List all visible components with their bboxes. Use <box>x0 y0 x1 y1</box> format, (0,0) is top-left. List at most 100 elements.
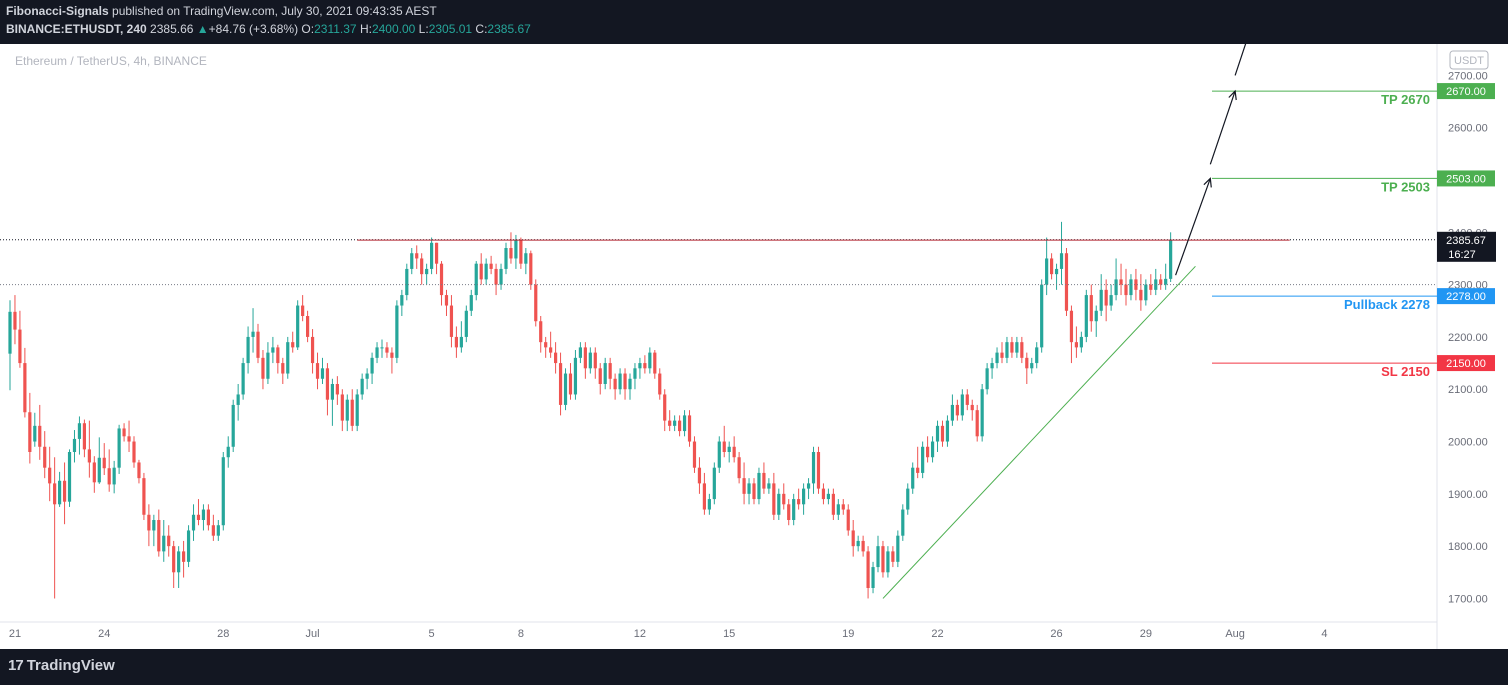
candle-body <box>797 499 801 505</box>
price-axis[interactable] <box>1437 44 1508 649</box>
price-chart[interactable]: Ethereum / TetherUS, 4h, BINANCE USDT 17… <box>0 44 1508 649</box>
level-price-tag-text: 2503.00 <box>1446 173 1486 185</box>
level-label: Pullback 2278 <box>1344 297 1430 312</box>
candle-body <box>117 428 121 468</box>
candle-body <box>1094 310 1098 322</box>
candle-body <box>301 305 305 316</box>
x-tick-label: 12 <box>634 628 646 640</box>
candle-body <box>995 352 999 364</box>
candle-body <box>18 329 22 364</box>
candle-body <box>534 284 538 322</box>
brand-name: TradingView <box>26 657 115 674</box>
candle-body <box>122 428 126 437</box>
candle-body <box>206 509 210 526</box>
candle-body <box>930 441 935 458</box>
candle-body <box>400 295 404 306</box>
candle-body <box>638 363 642 369</box>
candle-body <box>1099 289 1103 311</box>
candle-body <box>653 352 657 374</box>
candle-body <box>980 389 984 437</box>
candle-body <box>8 311 12 354</box>
currency-badge[interactable] <box>1449 50 1489 70</box>
x-tick-label: 8 <box>518 628 524 640</box>
candle-body <box>618 373 622 390</box>
candle-body <box>990 363 994 369</box>
candle-body <box>147 514 151 531</box>
candle-body <box>926 446 930 458</box>
price-change: +84.76 (+3.68%) <box>208 22 299 36</box>
candle-body <box>132 441 136 463</box>
candle-body <box>970 404 974 411</box>
candle-body <box>23 363 27 413</box>
candle-body <box>702 483 706 510</box>
candle-body <box>668 420 672 426</box>
candle-body <box>196 514 201 520</box>
candle-body <box>598 368 602 384</box>
candle-body <box>261 357 265 379</box>
candle-body <box>524 253 528 264</box>
candle-body <box>306 316 310 337</box>
candle-body <box>563 373 568 405</box>
candle-body <box>747 483 751 494</box>
x-tick-label: 5 <box>429 628 435 640</box>
candle-body <box>697 467 702 484</box>
candle-body <box>1104 289 1108 306</box>
candle-body <box>787 504 791 520</box>
candle-body <box>712 467 716 500</box>
candle-body <box>53 483 57 505</box>
candle-body <box>940 425 945 442</box>
candle-body <box>410 253 414 269</box>
x-tick-label: 4 <box>1321 628 1327 640</box>
candle-body <box>310 336 315 364</box>
candle-body <box>811 452 816 484</box>
candle-body <box>216 525 220 536</box>
candle-body <box>1164 278 1168 285</box>
candle-body <box>965 394 969 405</box>
candle-body <box>177 551 181 573</box>
high-value: 2400.00 <box>371 22 416 36</box>
candle-body <box>1134 279 1138 290</box>
candle-body <box>28 412 32 452</box>
level-price-tag <box>1437 83 1495 100</box>
projection-arrow <box>1209 90 1236 165</box>
candle-body <box>296 305 300 348</box>
candle-body <box>489 263 493 269</box>
candle-body <box>62 480 67 502</box>
candle-body <box>320 368 325 379</box>
candle-body <box>568 373 573 395</box>
level-label: TP 2503 <box>1381 179 1430 194</box>
candle-body <box>891 551 895 562</box>
tradingview-branding: 17 TradingView <box>8 657 115 674</box>
candle-body <box>1149 284 1153 290</box>
candle-body <box>1144 284 1148 301</box>
level-price-tag-text: 2278.00 <box>1446 291 1486 303</box>
candle-body <box>757 472 761 500</box>
candle-body <box>484 263 488 280</box>
candle-body <box>866 551 870 588</box>
trendline <box>882 265 1196 599</box>
published-text: published on TradingView.com, July 30, 2… <box>112 4 437 18</box>
candle-body <box>896 535 900 562</box>
candle-body <box>921 446 925 473</box>
candle-body <box>881 546 885 573</box>
candle-body <box>167 535 171 547</box>
current-price-tag[interactable] <box>1437 231 1496 262</box>
x-tick-label: 19 <box>842 628 854 640</box>
candle-body <box>271 347 275 353</box>
candle-body <box>72 438 77 452</box>
candle-body <box>539 321 543 343</box>
projection-arrow <box>1234 44 1247 76</box>
x-tick-label: 28 <box>217 628 229 640</box>
candle-body <box>623 373 627 390</box>
candle-body <box>48 467 52 484</box>
candle-body <box>886 551 890 573</box>
candle-body <box>856 540 860 547</box>
candle-body <box>87 449 91 463</box>
candle-body <box>375 347 379 358</box>
candle-body <box>975 410 979 437</box>
candle-body <box>549 347 553 353</box>
candle-body <box>588 352 592 369</box>
candle-body <box>1010 342 1014 353</box>
candle-body <box>544 342 548 348</box>
candle-body <box>152 520 156 531</box>
